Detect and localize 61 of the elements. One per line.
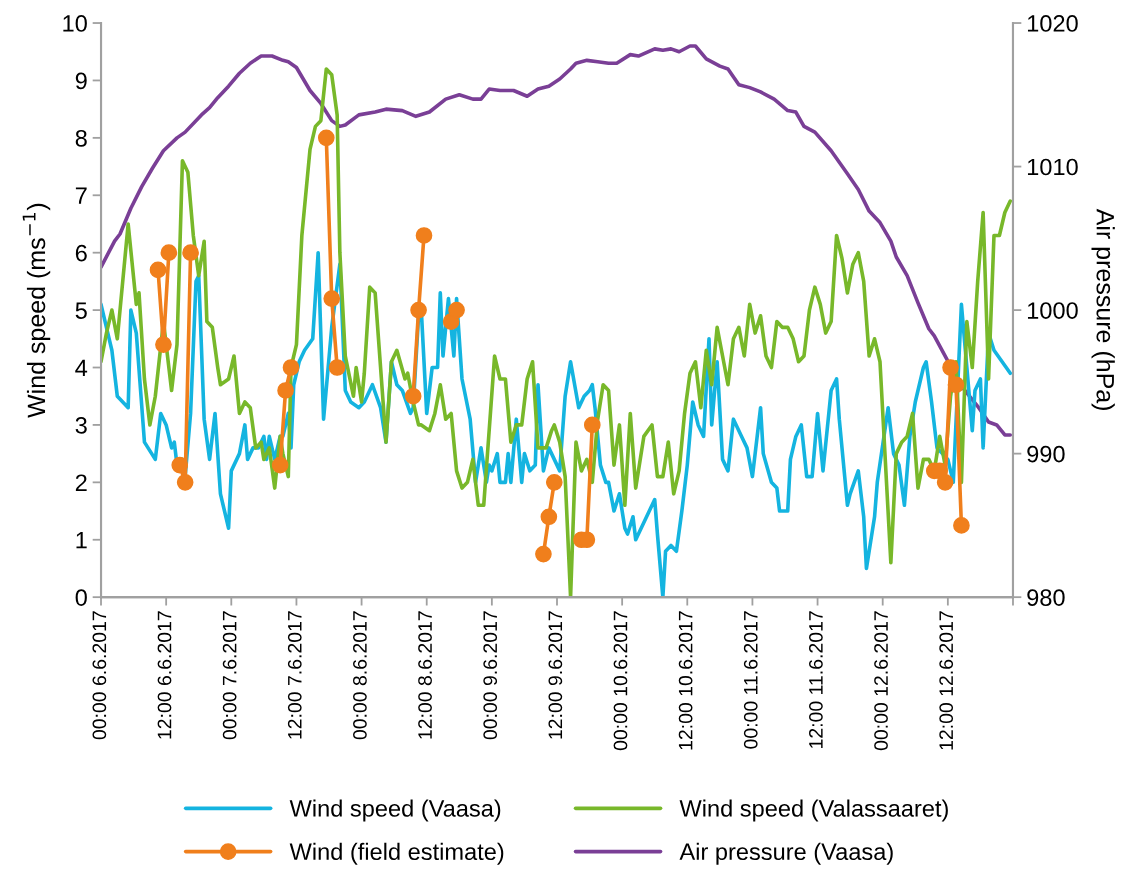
y2-tick-label: 980 [1027,589,1065,606]
point [317,129,335,147]
y-tick-label: 6 [75,244,87,262]
x-tick-label: 12:00 10.6.2017 [678,611,693,750]
point [535,545,552,563]
y-tick-label: 10 [63,15,87,32]
y-tick-label: 4 [75,359,88,377]
y-tick-label: 1 [76,532,87,549]
point [282,359,300,376]
y-tick-label: 0 [75,589,87,606]
x-tick-label: 12:00 9.6.2017 [548,611,563,739]
x-tick-label: 00:00 8.6.2017 [353,611,367,740]
point [160,244,178,262]
point [942,359,959,376]
legend-label: Wind speed (Valassaaret) [679,799,948,822]
point [540,508,558,526]
point [155,336,172,353]
point [583,416,601,434]
x-tick-label: 12:00 11.6.2017 [809,611,823,748]
y-tick-label: 2 [75,474,87,491]
x-tick-label: 00:00 9.6.2017 [483,611,498,740]
y2-tick-label: 1020 [1027,15,1078,32]
y2-axis-title: Air pressure (hPa) [1091,208,1115,410]
point [410,301,427,319]
x-tick-label: 12:00 8.6.2017 [418,611,432,739]
y-tick-label: 9 [75,72,87,90]
y-tick-label: 7 [75,187,87,204]
point [328,359,346,376]
x-tick-label: 12:00 7.6.2017 [287,611,302,739]
y-tick-label: 5 [75,302,87,319]
point [545,474,563,491]
point [271,456,289,474]
point [404,387,422,405]
point [149,261,167,279]
y-tick-label: 8 [75,129,87,147]
legend-label: Air pressure (Vaasa) [679,842,893,865]
x-tick-label: 00:00 12.6.2017 [874,611,888,751]
x-tick-label: 12:00 6.6.2017 [157,611,172,739]
point [415,227,433,244]
point [448,301,465,319]
point [176,474,194,491]
legend-label: Wind speed (Vaasa) [289,799,501,822]
y2-tick-label: 1000 [1027,302,1078,319]
y-tick-label: 3 [75,416,87,434]
y2-tick-label: 1010 [1027,158,1078,176]
y2-tick-label: 990 [1027,445,1065,463]
line-series [101,44,1013,437]
x-tick-label: 00:00 10.6.2017 [613,611,628,751]
point [953,517,970,534]
point [323,290,341,307]
point [947,376,965,394]
x-tick-label: 12:00 12.6.2017 [939,611,954,750]
x-tick-label: 00:00 11.6.2017 [743,611,758,749]
point [277,382,294,399]
legend-label: Wind (field estimate) [289,842,504,865]
x-tick-label: 00:00 7.6.2017 [222,611,237,740]
x-tick-label: 00:00 6.6.2017 [92,611,107,740]
y-axis-title: Wind speed (ms$^{−1}$) [22,203,51,418]
point [936,474,954,491]
point [171,456,189,474]
point [182,244,199,262]
